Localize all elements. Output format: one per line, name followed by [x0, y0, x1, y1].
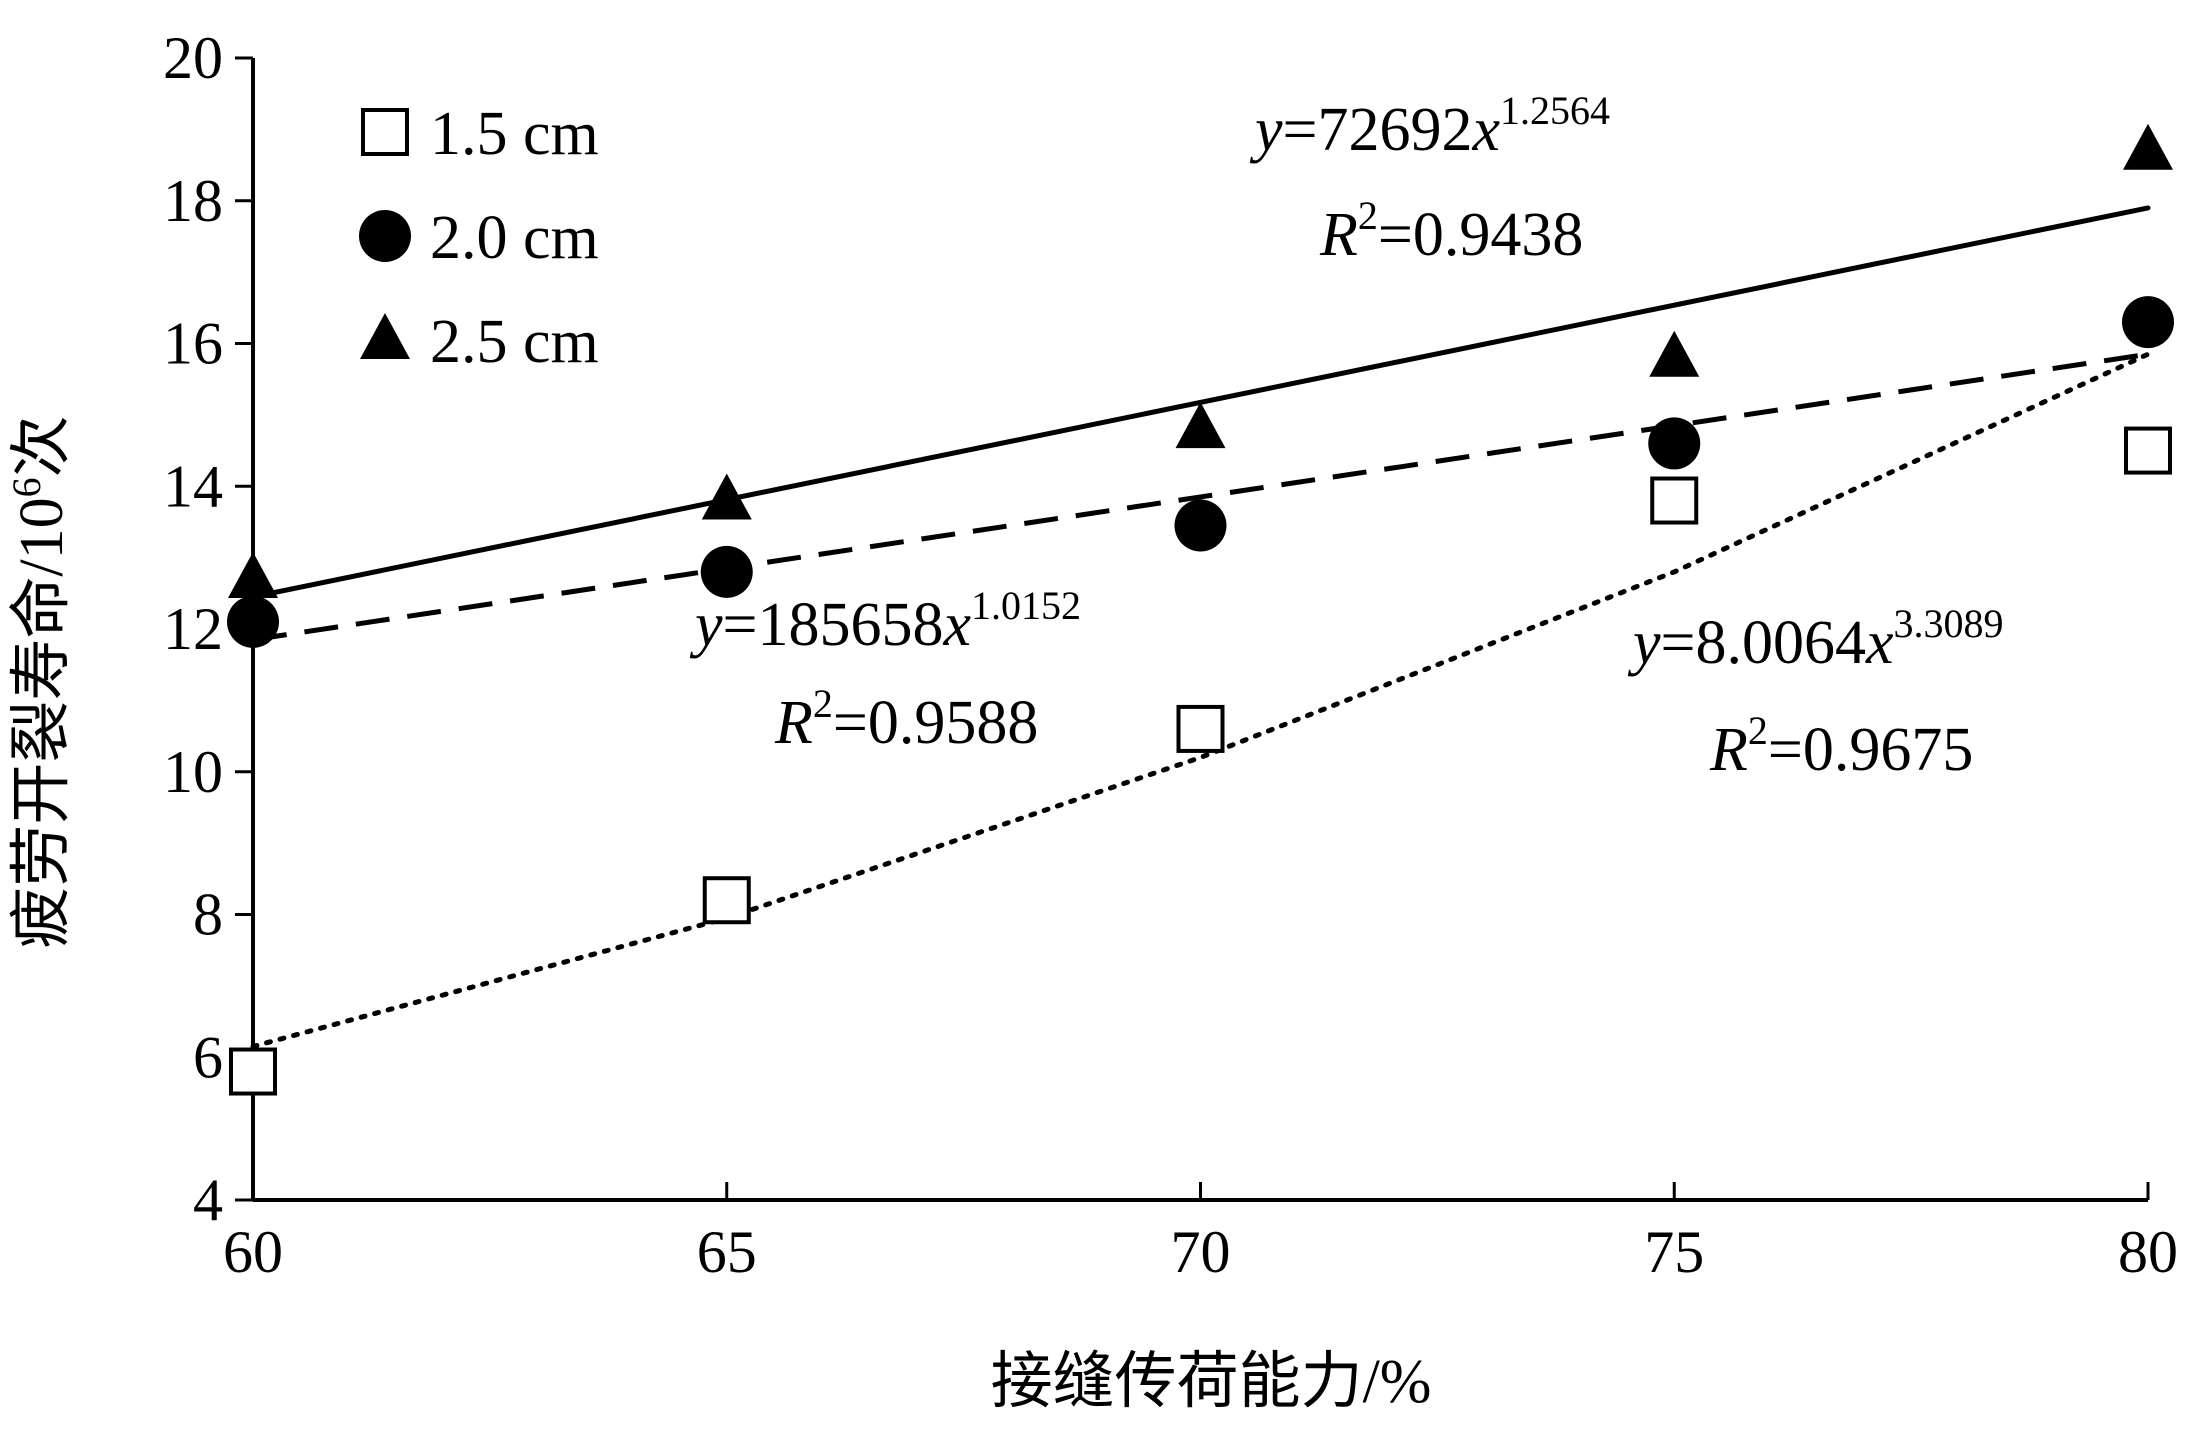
x-tick-label: 80 [2118, 1219, 2178, 1285]
point-1-5cm [702, 876, 751, 925]
y-tick-label: 12 [163, 596, 223, 662]
r-squared-line: R2=0.9588 [774, 681, 1038, 757]
trendline-2-0cm [252, 351, 2149, 643]
point-2-5cm [1175, 402, 1226, 449]
point-2-0cm [1648, 417, 1701, 470]
legend-marker [359, 210, 411, 262]
x-tick-label: 60 [223, 1219, 283, 1285]
legend-label: 2.0 cm [430, 204, 599, 272]
y-axis-title-main: 疲劳开裂寿命/10 [8, 497, 76, 948]
point-2-0cm [2122, 296, 2174, 349]
r-squared-line: R2=0.9675 [1709, 708, 1973, 784]
data-markers [227, 123, 2174, 1096]
point-1-5cm [1650, 476, 1699, 525]
y-axis-title-tail: 次 [8, 415, 76, 477]
legend-label: 2.5 cm [430, 308, 599, 376]
point-2-0cm [227, 595, 279, 648]
point-2-5cm [228, 552, 278, 599]
x-axis-title: 接缝传荷能力/% [991, 1348, 1432, 1416]
y-tick-label: 16 [163, 311, 223, 377]
tick-marks [235, 56, 2150, 1202]
point-1-5cm [2124, 426, 2172, 475]
equations: y=8.0064x3.3089 R2=0.9675 y=185658x1.0152 R… [689, 88, 2004, 784]
y-tick-label: 14 [163, 453, 223, 519]
point-1-5cm [229, 1047, 277, 1096]
tick-labels: 4 6 8 10 12 14 16 18 20 60 65 70 75 80 [163, 25, 2178, 1285]
point-2-0cm [1174, 499, 1227, 552]
point-1-5cm [1176, 704, 1225, 753]
x-tick-label: 70 [1171, 1219, 1231, 1285]
y-tick-label: 6 [193, 1024, 223, 1090]
y-tick-label: 8 [193, 882, 223, 948]
point-2-5cm [1649, 330, 1700, 377]
equation-line: y=185658x1.0152 [689, 583, 1081, 659]
x-tick-label: 75 [1644, 1219, 1704, 1285]
legend-label: 1.5 cm [430, 100, 599, 168]
legend: 1.5 cm 2.0 cm 2.5 cm [359, 100, 599, 376]
equation-line: y=8.0064x3.3089 [1627, 601, 2004, 677]
y-tick-label: 18 [163, 168, 223, 234]
y-tick-label: 20 [163, 25, 223, 91]
point-2-0cm [700, 545, 753, 598]
y-axis-title: 疲劳开裂寿命/106次 [4, 415, 76, 948]
x-tick-label: 65 [697, 1219, 757, 1285]
legend-marker [361, 108, 409, 156]
y-axis-title-sup: 6 [4, 477, 49, 497]
trendline-1-5cm [250, 351, 2151, 1049]
y-tick-label: 10 [163, 739, 223, 805]
y-tick-label: 4 [193, 1167, 223, 1233]
r-squared-line: R2=0.9438 [1319, 193, 1583, 269]
legend-marker [360, 313, 410, 359]
point-2-5cm [701, 473, 752, 520]
point-2-5cm [2123, 123, 2173, 170]
equation-line: y=72692x1.2564 [1249, 88, 1610, 164]
